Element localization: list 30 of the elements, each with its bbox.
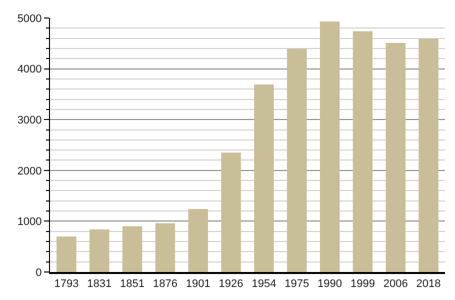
- bar: [56, 236, 76, 272]
- x-tick-label: 1851: [120, 278, 145, 290]
- x-tick-label: 1990: [318, 278, 342, 290]
- x-tick-label: 1901: [186, 278, 210, 290]
- bar: [122, 226, 142, 272]
- y-tick-label: 3000: [17, 114, 42, 126]
- bar: [386, 42, 406, 272]
- x-tick-label: 1793: [54, 278, 79, 290]
- x-tick-label: 2018: [416, 278, 441, 290]
- y-tick-label: 0: [36, 266, 42, 279]
- y-tick-label: 1000: [17, 216, 42, 228]
- bar: [352, 31, 373, 272]
- y-tick-label: 4000: [17, 64, 42, 76]
- bar: [155, 223, 176, 272]
- x-tick-label: 1954: [252, 278, 276, 290]
- bar: [418, 38, 438, 272]
- bar: [254, 84, 274, 272]
- x-tick-label: 1926: [218, 278, 244, 290]
- y-tick-label: 2000: [17, 165, 42, 178]
- x-tick-label: 1831: [87, 278, 112, 290]
- bar: [90, 229, 110, 272]
- x-tick-label: 1876: [152, 278, 178, 290]
- bar: [320, 22, 340, 272]
- bar: [287, 48, 307, 272]
- x-tick-label: 2006: [383, 278, 408, 290]
- bar: [221, 152, 241, 272]
- bar: [188, 209, 208, 272]
- x-tick-label: 1975: [284, 278, 310, 290]
- y-tick-label: 5000: [17, 12, 42, 25]
- x-tick-label: 1999: [350, 278, 375, 290]
